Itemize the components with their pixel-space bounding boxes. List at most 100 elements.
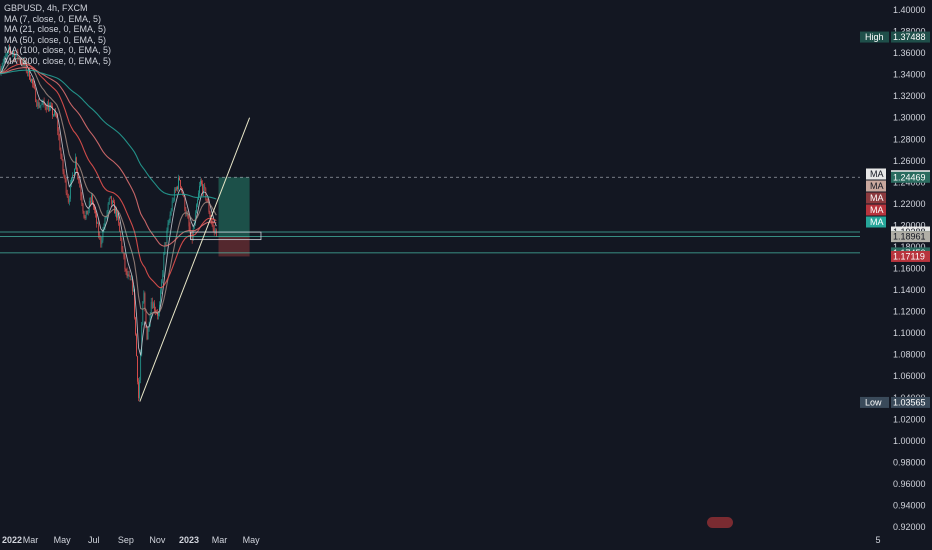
candle-body bbox=[189, 226, 191, 233]
candle-body bbox=[172, 200, 174, 201]
candle-body bbox=[184, 196, 186, 210]
legend-ma-7[interactable]: MA (7, close, 0, EMA, 5) bbox=[4, 13, 102, 24]
misc[interactable] bbox=[707, 517, 733, 528]
y-tick-label: 1.14000 bbox=[893, 285, 926, 295]
candle-body bbox=[53, 115, 54, 116]
x-tick-label: Sep bbox=[118, 535, 134, 545]
candle-body bbox=[14, 52, 16, 59]
candle-body bbox=[83, 211, 85, 218]
candle-body bbox=[65, 179, 67, 193]
legend-ma-100[interactable]: MA (100, close, 0, EMA, 5) bbox=[4, 45, 112, 56]
candle-body bbox=[5, 54, 7, 57]
y-tick-label: 1.30000 bbox=[893, 113, 926, 123]
drawing-tools[interactable] bbox=[0, 117, 860, 402]
candle-body bbox=[144, 293, 146, 310]
candle-body bbox=[9, 47, 10, 50]
time-navigation-widget bbox=[707, 517, 733, 528]
candle-body bbox=[20, 61, 22, 62]
candle-body bbox=[49, 106, 50, 112]
candle-body bbox=[181, 186, 182, 190]
price-caption: Low bbox=[865, 397, 882, 407]
legend-ma-21[interactable]: MA (21, close, 0, EMA, 5) bbox=[4, 24, 107, 35]
legend-ma-200[interactable]: MA (200, close, 0, EMA, 5) bbox=[4, 55, 112, 66]
candle-body bbox=[135, 317, 136, 335]
ma-tag: MA bbox=[870, 181, 884, 191]
x-tick-label: May bbox=[54, 535, 72, 545]
candle-body bbox=[186, 213, 188, 215]
y-tick-label: 1.38000 bbox=[893, 27, 926, 37]
candle-body bbox=[7, 51, 8, 55]
candle-body bbox=[180, 180, 181, 187]
y-tick-label: 0.94000 bbox=[893, 500, 926, 510]
candle-body bbox=[19, 57, 21, 62]
candle-body bbox=[109, 196, 111, 199]
candle-body bbox=[107, 203, 109, 211]
candle-body bbox=[101, 240, 103, 245]
candle-body bbox=[26, 71, 28, 73]
legend-ma-50[interactable]: MA (50, close, 0, EMA, 5) bbox=[4, 34, 107, 45]
x-axis[interactable]: 2022 Mar May Jul Sep Nov 2023 Mar May 5 bbox=[2, 535, 881, 545]
candle-body bbox=[55, 111, 56, 116]
candle-body bbox=[178, 177, 179, 189]
candle-body bbox=[204, 185, 206, 189]
candle-body bbox=[114, 202, 115, 214]
price-label-box bbox=[891, 250, 930, 262]
price-label-box bbox=[891, 231, 930, 243]
candle-body bbox=[160, 290, 161, 305]
y-tick-label: 1.00000 bbox=[893, 436, 926, 446]
candle-body bbox=[167, 223, 169, 231]
candle-body bbox=[10, 49, 11, 52]
candle-body bbox=[102, 229, 104, 241]
candle-body bbox=[110, 196, 112, 204]
candle-body bbox=[164, 242, 166, 254]
price-label: 1.03565 bbox=[893, 397, 926, 407]
candle-body bbox=[73, 175, 74, 176]
candle-body bbox=[145, 309, 147, 328]
candle-body bbox=[44, 104, 46, 108]
candle-body bbox=[197, 199, 198, 205]
candle-body bbox=[68, 198, 70, 202]
price-label: 1.37488 bbox=[893, 32, 926, 42]
candle-body bbox=[138, 381, 139, 398]
candle-body bbox=[82, 203, 84, 212]
y-tick-label: 1.18000 bbox=[893, 242, 926, 252]
candle-body bbox=[8, 47, 9, 52]
drawings[interactable] bbox=[218, 177, 250, 257]
candle-body bbox=[40, 104, 42, 107]
chart-legend[interactable]: GBPUSD, 4h, FXCM MA (7, close, 0, EMA, 5… bbox=[4, 3, 111, 67]
candle-body bbox=[86, 210, 88, 215]
candle-body bbox=[130, 279, 132, 281]
candle-body bbox=[171, 200, 173, 211]
legend-title[interactable]: GBPUSD, 4h, FXCM bbox=[4, 3, 88, 13]
candle-body bbox=[118, 213, 119, 223]
candle-body bbox=[182, 189, 184, 196]
y-tick-label: 1.34000 bbox=[893, 70, 926, 80]
y-tick-label: 1.06000 bbox=[893, 371, 926, 381]
candle-body bbox=[123, 252, 125, 257]
ma-tag: MA bbox=[870, 205, 884, 215]
candle-body bbox=[212, 224, 214, 229]
candle-body bbox=[87, 209, 89, 215]
candle-body bbox=[36, 101, 38, 107]
candle-body bbox=[29, 68, 30, 80]
candle-body bbox=[143, 293, 145, 302]
candle-body bbox=[70, 183, 71, 199]
candle-body bbox=[117, 213, 118, 218]
candle-body bbox=[33, 83, 34, 85]
candle-body bbox=[179, 177, 180, 181]
candle-body bbox=[108, 198, 110, 204]
candle-body bbox=[207, 200, 209, 202]
candle-body bbox=[168, 220, 170, 224]
candle-body bbox=[200, 180, 201, 187]
ma-tag-box bbox=[866, 216, 886, 228]
candle-body bbox=[62, 159, 64, 172]
price-label-box bbox=[891, 171, 930, 183]
candle-body bbox=[131, 279, 133, 291]
candle-body bbox=[74, 168, 75, 176]
candle-body bbox=[96, 213, 97, 224]
candle-body bbox=[161, 280, 163, 291]
candle-body bbox=[152, 303, 154, 309]
trendline bbox=[139, 117, 251, 402]
